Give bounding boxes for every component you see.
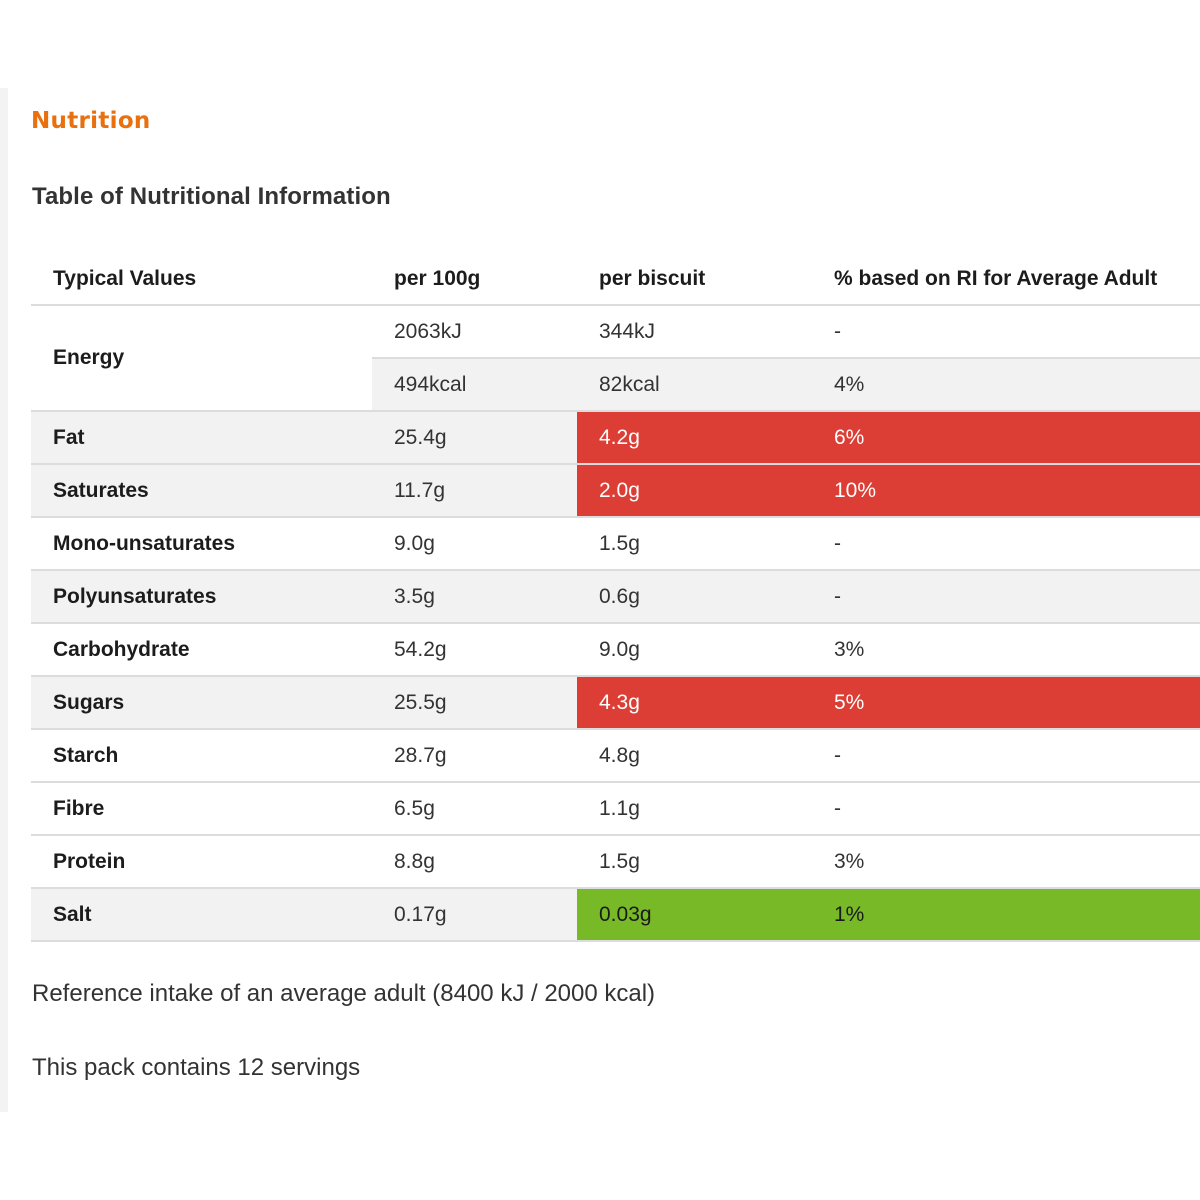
energy-kj-ri: - bbox=[834, 319, 841, 343]
row-per-100g: 0.17g bbox=[394, 902, 447, 926]
section-title: Nutrition bbox=[31, 108, 151, 134]
table-row-protein: Protein 8.8g 1.5g 3% bbox=[31, 836, 1200, 889]
row-label: Carbohydrate bbox=[53, 637, 190, 661]
row-label: Salt bbox=[53, 902, 92, 926]
row-ri: 1% bbox=[812, 889, 1200, 940]
row-ri: 6% bbox=[812, 412, 1200, 463]
row-per-100g: 3.5g bbox=[394, 584, 435, 608]
row-label: Saturates bbox=[53, 478, 149, 502]
row-per-biscuit: 0.6g bbox=[599, 584, 640, 608]
row-label: Fat bbox=[53, 425, 85, 449]
row-per-100g: 8.8g bbox=[394, 849, 435, 873]
row-ri: 10% bbox=[812, 465, 1200, 516]
row-per-100g: 25.5g bbox=[394, 690, 447, 714]
row-per-biscuit: 0.03g bbox=[577, 889, 812, 940]
table-row-sugars: Sugars 25.5g 4.3g 5% bbox=[31, 677, 1200, 730]
row-per-biscuit: 1.1g bbox=[599, 796, 640, 820]
row-label: Protein bbox=[53, 849, 126, 873]
header-typical-values: Typical Values bbox=[53, 266, 197, 290]
row-per-100g: 6.5g bbox=[394, 796, 435, 820]
row-per-biscuit: 4.2g bbox=[577, 412, 812, 463]
table-row-salt: Salt 0.17g 0.03g 1% bbox=[31, 889, 1200, 942]
row-label: Fibre bbox=[53, 796, 105, 820]
row-per-100g: 28.7g bbox=[394, 743, 447, 767]
energy-kcal-row: 494kcal 82kcal 4% bbox=[372, 359, 1200, 412]
energy-kj-per-biscuit: 344kJ bbox=[599, 319, 656, 343]
row-ri: 3% bbox=[834, 637, 865, 661]
header-ri: % based on RI for Average Adult bbox=[834, 266, 1158, 290]
table-row-mono-unsaturates: Mono-unsaturates 9.0g 1.5g - bbox=[31, 518, 1200, 571]
row-per-biscuit: 1.5g bbox=[599, 531, 640, 555]
table-header-row: Typical Values per 100g per biscuit % ba… bbox=[31, 253, 1200, 306]
row-ri: - bbox=[834, 531, 841, 555]
row-label: Polyunsaturates bbox=[53, 584, 217, 608]
energy-label: Energy bbox=[31, 306, 372, 412]
row-per-100g: 54.2g bbox=[394, 637, 447, 661]
table-row-fat: Fat 25.4g 4.2g 6% bbox=[31, 412, 1200, 465]
energy-kcal-per-biscuit: 82kcal bbox=[599, 372, 660, 396]
row-ri: - bbox=[834, 796, 841, 820]
row-per-biscuit: 4.8g bbox=[599, 743, 640, 767]
energy-kj-row: 2063kJ 344kJ - bbox=[372, 306, 1200, 359]
row-per-100g: 25.4g bbox=[394, 425, 447, 449]
table-row-starch: Starch 28.7g 4.8g - bbox=[31, 730, 1200, 783]
row-per-biscuit: 2.0g bbox=[577, 465, 812, 516]
energy-kcal-per-100g: 494kcal bbox=[394, 372, 467, 396]
table-row-carbohydrate: Carbohydrate 54.2g 9.0g 3% bbox=[31, 624, 1200, 677]
row-per-biscuit: 4.3g bbox=[577, 677, 812, 728]
row-label: Sugars bbox=[53, 690, 125, 714]
row-per-biscuit: 1.5g bbox=[599, 849, 640, 873]
row-label: Mono-unsaturates bbox=[53, 531, 236, 555]
row-per-biscuit: 9.0g bbox=[599, 637, 640, 661]
row-per-100g: 9.0g bbox=[394, 531, 435, 555]
table-row-polyunsaturates: Polyunsaturates 3.5g 0.6g - bbox=[31, 571, 1200, 624]
table-row-saturates: Saturates 11.7g 2.0g 10% bbox=[31, 465, 1200, 518]
row-ri: - bbox=[834, 584, 841, 608]
table-title: Table of Nutritional Information bbox=[32, 183, 391, 210]
row-per-100g: 11.7g bbox=[394, 478, 445, 502]
row-label: Starch bbox=[53, 743, 119, 767]
header-per-biscuit: per biscuit bbox=[599, 266, 706, 290]
reference-intake-note: Reference intake of an average adult (84… bbox=[32, 980, 656, 1007]
energy-kj-per-100g: 2063kJ bbox=[394, 319, 462, 343]
row-ri: 5% bbox=[812, 677, 1200, 728]
energy-kcal-ri: 4% bbox=[834, 372, 865, 396]
row-ri: - bbox=[834, 743, 841, 767]
servings-note: This pack contains 12 servings bbox=[32, 1054, 361, 1081]
table-row-fibre: Fibre 6.5g 1.1g - bbox=[31, 783, 1200, 836]
header-per-100g: per 100g bbox=[394, 266, 481, 290]
row-ri: 3% bbox=[834, 849, 865, 873]
